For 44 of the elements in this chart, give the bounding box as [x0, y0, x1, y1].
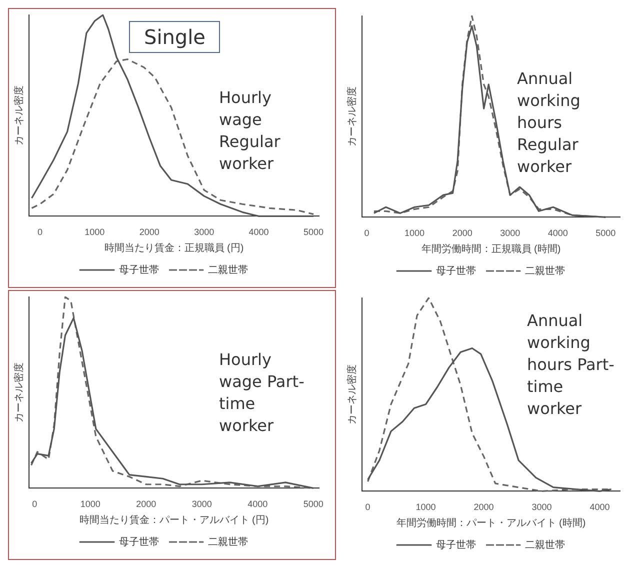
y-axis-title: カーネル密度 [346, 364, 358, 425]
x-tick-label: 4000 [248, 499, 268, 510]
legend-label: 二親世帯 [525, 264, 565, 277]
y-axis-title: カーネル密度 [346, 86, 358, 147]
annotation: Hourly wage Regular worker [219, 87, 282, 175]
x-tick-label: 4000 [248, 227, 269, 238]
y-axis-title: カーネル密度 [12, 362, 25, 423]
legend-label: 二親世帯 [525, 538, 565, 551]
legend-label: 二親世帯 [208, 536, 248, 548]
legend-label: 母子世帯 [436, 264, 476, 277]
x-tick-label: 3000 [500, 228, 520, 238]
x-tick-label: 4000 [548, 228, 568, 238]
x-tick-label: 3000 [192, 499, 212, 510]
x-axis-title: 時間当たり賃金：正規職員 (円) [104, 242, 244, 254]
x-axis-title: 時間当たり賃金：パート・アルバイト (円) [79, 514, 269, 526]
x-tick-label: 3000 [194, 227, 214, 238]
legend-label: 母子世帯 [119, 536, 159, 548]
annotation: Hourly wage Part-time worker [219, 349, 306, 437]
x-tick-label: 4000 [590, 502, 610, 512]
legend-label: 二親世帯 [208, 264, 248, 276]
x-tick-label: 0 [364, 228, 370, 238]
x-tick-label: 1000 [80, 499, 100, 510]
x-axis-title: 年間労働時間：正規職員 (時間) [421, 242, 561, 255]
x-tick-label: 2000 [136, 499, 156, 510]
x-tick-label: 2000 [139, 227, 160, 238]
x-tick-label: 2000 [474, 502, 494, 512]
x-tick-label: 0 [32, 499, 38, 510]
x-tick-label: 3000 [532, 502, 552, 512]
y-axis-title: カーネル密度 [12, 86, 25, 146]
x-tick-label: 5000 [303, 499, 324, 510]
x-tick-label: 5000 [596, 228, 616, 238]
x-tick-label: 0 [37, 227, 42, 238]
legend-label: 母子世帯 [436, 538, 476, 551]
x-tick-label: 1000 [404, 228, 425, 238]
x-tick-label: 0 [365, 502, 370, 512]
x-tick-label: 1000 [416, 502, 436, 512]
x-tick-label: 5000 [304, 227, 324, 238]
x-tick-label: 1000 [84, 227, 105, 238]
annotation: Annual working hours Regular worker [517, 68, 582, 178]
annotation: Annual working hours Part-time worker [527, 310, 616, 420]
text: Single [129, 21, 220, 53]
legend-label: 母子世帯 [119, 264, 159, 276]
x-tick-label: 2000 [452, 228, 472, 238]
x-axis-title: 年間労働時間：パート・アルバイト (時間) [396, 516, 586, 529]
